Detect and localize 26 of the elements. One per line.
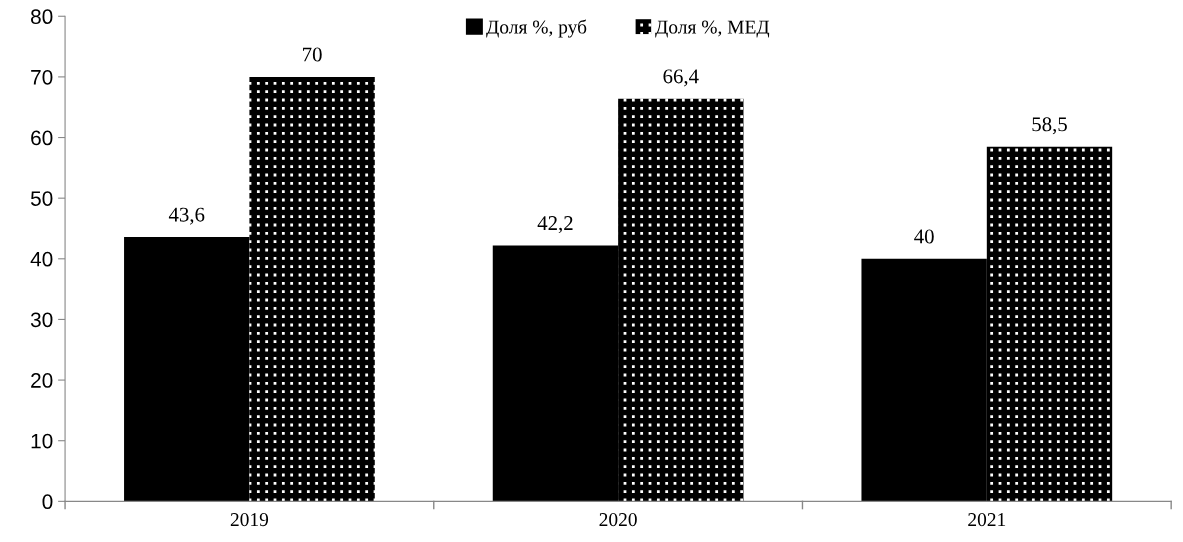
bar — [124, 236, 250, 502]
x-tick-label: 2021 — [968, 513, 1006, 527]
data-label: 40 — [914, 229, 934, 244]
y-tick-label: 50 — [30, 191, 53, 206]
bar — [861, 258, 987, 502]
y-tick-label: 0 — [42, 494, 53, 510]
data-label: 58,5 — [1032, 117, 1067, 135]
bar — [249, 76, 375, 502]
bar — [986, 146, 1113, 502]
y-tick-label: 30 — [30, 312, 53, 328]
y-tick-label: 80 — [30, 9, 53, 25]
legend-label: Доля %, руб — [486, 19, 587, 38]
bar — [618, 98, 744, 502]
data-label: 70 — [303, 47, 322, 62]
bar — [492, 245, 619, 502]
x-tick-label: 2020 — [599, 513, 637, 527]
y-tick-label: 60 — [31, 130, 53, 146]
y-tick-label: 40 — [30, 251, 53, 267]
x-tick-label: 2019 — [230, 513, 269, 527]
legend-label: Доля %, МЕД — [655, 20, 770, 38]
data-label: 66,4 — [663, 69, 699, 87]
y-tick-label: 10 — [31, 433, 53, 449]
y-tick-label: 70 — [31, 69, 53, 85]
data-label: 42,2 — [537, 216, 573, 234]
y-tick-label: 20 — [31, 373, 53, 388]
data-label: 43,6 — [168, 207, 205, 225]
